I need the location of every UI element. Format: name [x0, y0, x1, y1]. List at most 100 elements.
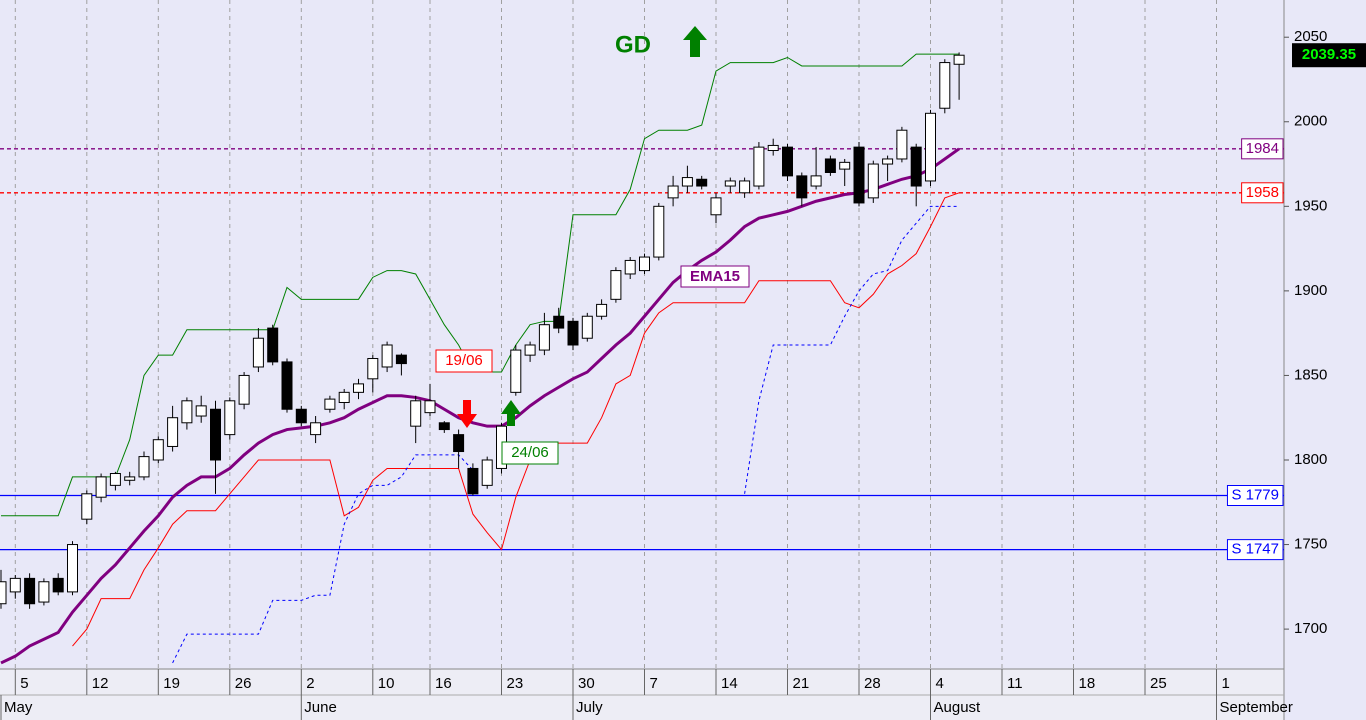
x-tick-label: 23	[507, 675, 524, 692]
x-tick-label: 25	[1150, 675, 1167, 692]
candle-body	[81, 493, 93, 520]
candle-body	[867, 163, 879, 199]
x-tick-label: 1	[1222, 675, 1230, 692]
candle-body	[367, 358, 379, 380]
candle-body	[782, 146, 793, 177]
month-label: July	[576, 699, 603, 716]
x-tick-label: 16	[435, 675, 452, 692]
candle-body	[109, 473, 121, 486]
candle-body	[467, 467, 479, 495]
candle-body	[338, 391, 350, 403]
candle-body	[24, 577, 36, 605]
candle-body	[181, 400, 193, 424]
reference-label-box	[1226, 539, 1284, 561]
y-tick-label: 1900	[1294, 282, 1327, 299]
annotation-box	[501, 441, 559, 465]
y-tick-label: 1700	[1294, 620, 1327, 637]
candle-body	[753, 146, 765, 187]
x-tick-label: 4	[936, 675, 944, 692]
candle-body	[767, 144, 779, 152]
x-tick-label: 7	[650, 675, 658, 692]
indicator-line	[172, 454, 474, 664]
candle-body	[510, 349, 522, 393]
candle-body	[310, 422, 322, 436]
candle-body	[739, 180, 751, 194]
candle-body	[9, 577, 21, 593]
candle-body	[853, 146, 865, 204]
candle-body	[324, 398, 336, 410]
x-tick-label: 5	[20, 675, 28, 692]
down-arrow-icon	[457, 400, 477, 428]
x-tick-label: 11	[1007, 675, 1023, 692]
reference-label-box	[1241, 182, 1284, 204]
candle-body	[839, 161, 851, 170]
indicator-line	[72, 192, 960, 647]
candle-body	[481, 459, 493, 486]
candle-body	[52, 577, 64, 593]
candle-body	[353, 383, 364, 393]
y-tick-label: 1750	[1294, 536, 1327, 553]
y-tick-label: 2000	[1294, 113, 1327, 130]
candle-body	[138, 456, 150, 478]
chart-title: GD	[615, 31, 651, 58]
candle-body	[252, 337, 264, 368]
y-tick-label: 1950	[1294, 197, 1327, 214]
candle-body	[167, 417, 179, 447]
candle-body	[453, 434, 465, 453]
indicator-line	[0, 147, 960, 665]
month-label: May	[4, 699, 33, 716]
x-tick-label: 12	[92, 675, 109, 692]
candle-body	[538, 324, 550, 351]
candle-body	[95, 476, 107, 498]
candle-body	[596, 303, 608, 317]
candle-body	[410, 400, 422, 427]
candle-body	[939, 62, 951, 109]
x-tick-label: 30	[578, 675, 595, 692]
candle-body	[696, 178, 708, 187]
candle-body	[925, 112, 936, 182]
up-arrow-icon	[683, 26, 707, 57]
y-tick-label: 1850	[1294, 366, 1327, 383]
series-label: EMA15	[690, 268, 740, 285]
candle-body	[295, 408, 307, 424]
month-label: June	[304, 699, 337, 716]
candle-body	[0, 581, 7, 605]
candle-body	[395, 354, 407, 365]
candle-body	[238, 374, 250, 405]
x-tick-label: 10	[378, 675, 395, 692]
reference-label-box	[1241, 138, 1284, 160]
candle-body	[824, 158, 836, 173]
candle-body	[438, 422, 450, 431]
reference-label: 1984	[1246, 140, 1279, 157]
x-tick-label: 19	[163, 675, 180, 692]
reference-label: S 1747	[1231, 541, 1279, 558]
reference-label: S 1779	[1231, 486, 1279, 503]
candle-body	[195, 405, 207, 417]
series-label-box	[680, 265, 750, 288]
last-price-label: 2039.35	[1302, 46, 1356, 63]
x-tick-label: 18	[1079, 675, 1096, 692]
candle-body	[567, 320, 579, 346]
x-tick-label: 28	[864, 675, 881, 692]
candle-body	[796, 175, 808, 199]
x-tick-label: 21	[793, 675, 810, 692]
candle-body	[553, 315, 565, 329]
indicator-line	[744, 205, 960, 494]
y-tick-label: 2050	[1294, 28, 1327, 45]
candle-body	[610, 270, 622, 300]
x-tick-label: 26	[235, 675, 252, 692]
x-tick-label: 2	[306, 675, 314, 692]
candle-body	[810, 175, 822, 187]
last-price-box	[1292, 43, 1366, 68]
up-arrow-icon	[501, 400, 521, 426]
x-tick-label: 14	[721, 675, 738, 692]
candle-body	[896, 129, 908, 160]
y-tick-label: 1800	[1294, 451, 1327, 468]
annotation: 24/06	[511, 444, 549, 461]
candle-body	[381, 344, 393, 368]
month-label: August	[934, 699, 982, 716]
